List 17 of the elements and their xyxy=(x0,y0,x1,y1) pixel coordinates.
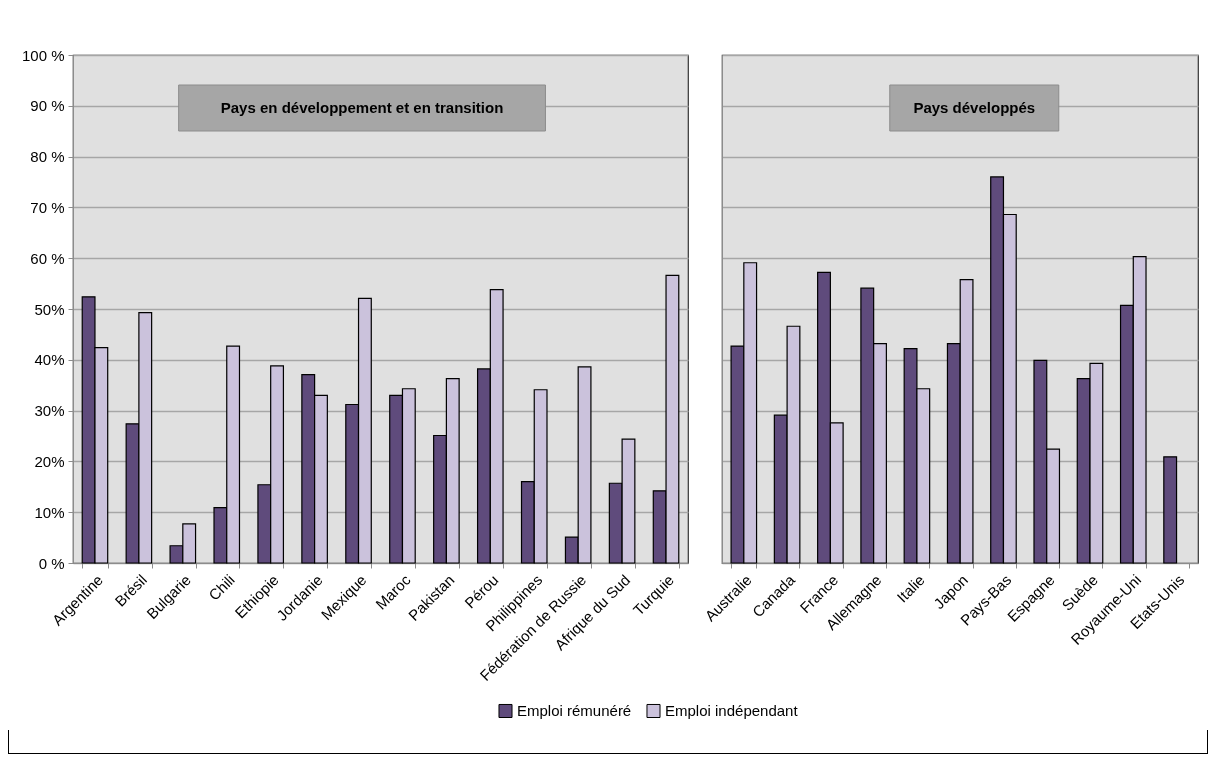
y-tick-label: 80 % xyxy=(30,148,65,166)
y-tick-label: 90 % xyxy=(30,97,65,115)
bar xyxy=(1163,456,1178,564)
annotation: Pays en développement et en transition xyxy=(220,99,504,116)
x-tick-label: Chili xyxy=(205,571,238,604)
y-tick-label: 60 % xyxy=(30,249,65,267)
y-tick-label: 20% xyxy=(34,452,65,470)
y-tick-label: 50% xyxy=(34,300,65,318)
y-tick-label: 70 % xyxy=(30,198,65,216)
y-tick-label: 100 % xyxy=(21,46,65,64)
y-tick-label: 40% xyxy=(34,351,65,369)
legend-label: Emploi indépendant xyxy=(665,701,799,719)
y-tick-label: 30% xyxy=(34,402,65,420)
annotation: Pays développés xyxy=(913,99,1036,116)
y-tick-label: 0 % xyxy=(38,554,65,572)
legend-label: Emploi rémunéré xyxy=(517,701,632,719)
y-tick-label: 10% xyxy=(34,503,65,521)
